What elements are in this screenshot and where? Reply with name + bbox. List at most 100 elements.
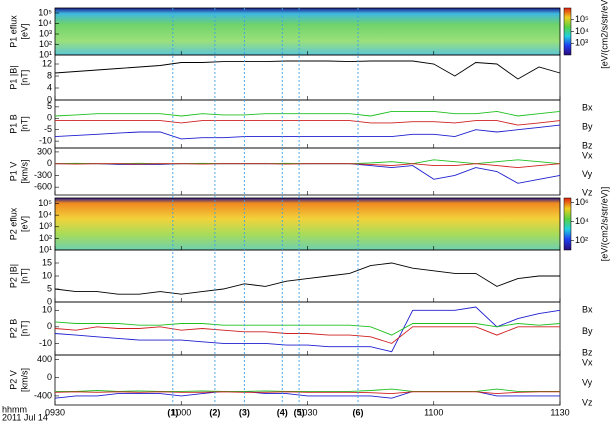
legend-label: Vx [582, 357, 593, 367]
y-tick-label: 10⁴ [38, 18, 52, 28]
y-tick-label: 10⁴ [38, 210, 52, 220]
y-axis-label: [nT] [19, 268, 29, 284]
colorbar [563, 7, 572, 56]
date-label: 2011 Jul 14 [2, 412, 48, 422]
y-tick-label: 5 [47, 101, 52, 111]
y-tick-label: -400 [34, 390, 52, 400]
panel-frame [54, 99, 561, 149]
x-tick-label: 1030 [297, 407, 317, 417]
y-axis-label: P2 B [8, 319, 18, 339]
panel-frame [54, 147, 561, 196]
y-tick-label: 10³ [39, 221, 52, 231]
series-line [55, 163, 561, 184]
y-tick-label: 10² [39, 233, 52, 243]
y-tick-label: 0 [47, 321, 52, 331]
spectrogram [55, 198, 560, 250]
panel-frame [54, 354, 561, 406]
y-axis-label: [km/s] [19, 160, 29, 184]
y-tick-label: -10 [39, 338, 52, 348]
colorbar-tick-label: 10³ [575, 38, 588, 48]
series-line [54, 306, 561, 353]
y-axis-label: P2 |B| [8, 264, 18, 288]
event-label: (5) [294, 407, 305, 417]
y-tick-label: 8 [47, 70, 52, 80]
series-line [55, 120, 561, 126]
spectrogram [55, 8, 560, 55]
series-line [54, 321, 561, 336]
x-axis-label: hhmm [2, 404, 27, 414]
y-axis-label: P1 B [8, 114, 18, 134]
y-axis-label: [nT] [19, 321, 29, 337]
series-line [55, 388, 560, 392]
colorbar-label: [eV/(cm2/s/str/eV)] [599, 0, 609, 69]
y-axis-label: [nT] [19, 116, 29, 132]
y-tick-label: 0 [47, 158, 52, 168]
series-line [54, 60, 561, 80]
y-axis-label: P1 V [8, 162, 18, 182]
colorbar-tick-label: 10⁵ [575, 14, 589, 24]
y-axis-label: P2 eflux [8, 207, 18, 240]
y-tick-label: 10 [42, 305, 52, 315]
y-tick-label: 400 [37, 354, 52, 364]
legend-label: Bx [582, 304, 593, 314]
legend-label: Vx [582, 150, 593, 160]
y-tick-label: 10 [42, 270, 52, 280]
legend-label: Bz [582, 347, 593, 357]
y-tick-label: -5 [44, 124, 52, 134]
colorbar-tick-label: 10⁶ [575, 197, 589, 207]
y-tick-label: 0 [47, 94, 52, 104]
legend-label: By [582, 326, 593, 336]
x-tick-label: 1000 [171, 407, 191, 417]
y-tick-label: 4 [47, 82, 52, 92]
y-tick-label: 10¹ [39, 49, 52, 59]
y-tick-label: 10¹ [39, 244, 52, 254]
y-tick-label: 10² [39, 39, 52, 49]
y-axis-label: [km/s] [19, 368, 29, 392]
series-line [54, 110, 561, 117]
event-label: (2) [209, 407, 220, 417]
y-tick-label: 300 [37, 146, 52, 156]
y-axis-label: [eV] [19, 216, 29, 232]
legend-label: Vz [582, 397, 593, 407]
y-tick-label: 0 [47, 372, 52, 382]
x-tick-label: 0930 [45, 407, 65, 417]
series-line [54, 163, 561, 169]
y-tick-label: 10³ [39, 28, 52, 38]
colorbar-label: [eV/(cm2/s/str/eV)] [599, 187, 609, 262]
event-label: (4) [277, 407, 288, 417]
legend-label: Vy [582, 377, 593, 387]
y-tick-label: -10 [39, 136, 52, 146]
y-tick-label: 0 [47, 296, 52, 306]
y-axis-label: P1 |B| [8, 65, 18, 89]
colorbar-tick-label: 10⁴ [575, 216, 589, 226]
series-line [54, 124, 561, 140]
legend-label: Bz [582, 140, 593, 150]
y-tick-label: -300 [34, 170, 52, 180]
y-axis-label: [eV] [19, 23, 29, 39]
y-tick-label: 10⁵ [38, 198, 52, 208]
x-tick-label: 1130 [550, 407, 569, 417]
y-tick-label: -600 [34, 182, 52, 192]
legend-label: By [582, 121, 593, 131]
legend-label: Vy [582, 169, 593, 179]
y-tick-label: 0 [47, 113, 52, 123]
event-label: (3) [239, 407, 250, 417]
series-line [54, 159, 561, 165]
y-axis-label: P2 V [8, 370, 18, 390]
y-tick-label: 12 [42, 58, 52, 68]
series-line [54, 326, 560, 344]
y-axis-label: [nT] [19, 70, 29, 86]
series-line [54, 391, 560, 395]
event-label: (6) [353, 407, 364, 417]
y-tick-label: 5 [47, 283, 52, 293]
series-line [54, 262, 560, 295]
y-tick-label: 15 [42, 257, 52, 267]
event-label: (1) [167, 407, 178, 417]
legend-label: Vz [582, 187, 593, 197]
legend-label: Bx [582, 102, 593, 112]
y-axis-label: P1 eflux [8, 15, 18, 48]
colorbar [563, 197, 572, 251]
panel-frame [54, 54, 561, 101]
colorbar-tick-label: 10² [575, 235, 588, 245]
